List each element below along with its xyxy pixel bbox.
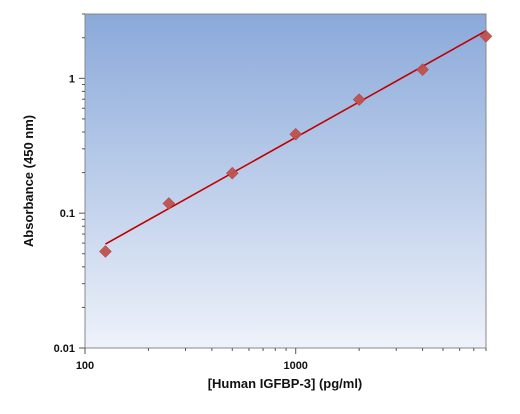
- axes: [79, 13, 487, 354]
- data-point: [289, 127, 303, 141]
- data-point: [225, 166, 239, 180]
- x-axis-title: [Human IGFBP-3] (pg/ml): [208, 376, 363, 391]
- data-point: [99, 245, 112, 258]
- x-tick-label: 1000: [283, 360, 307, 372]
- y-tick-label: 1: [69, 73, 75, 85]
- tick-labels: 0.01 0.1 1 100 1000: [54, 73, 308, 372]
- data-points: [99, 29, 493, 258]
- y-tick-label: 0.1: [60, 208, 75, 220]
- x-tick-label: 100: [76, 360, 94, 372]
- y-tick-label: 0.01: [54, 343, 75, 355]
- y-axis-title: Absorbance (450 nm): [21, 115, 36, 247]
- data-point: [479, 29, 493, 43]
- data-point: [162, 197, 176, 210]
- data-point: [416, 63, 429, 76]
- data-point: [352, 93, 366, 106]
